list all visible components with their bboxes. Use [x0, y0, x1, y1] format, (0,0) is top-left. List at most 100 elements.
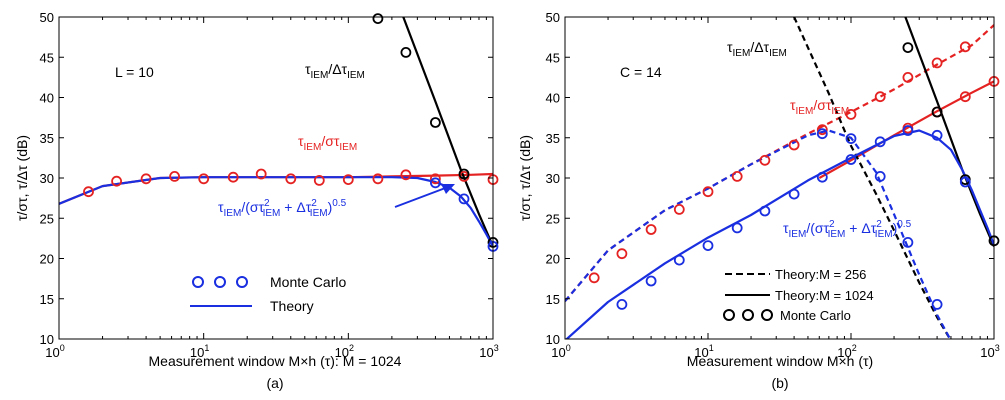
data-point — [645, 275, 657, 287]
legend-marker — [761, 309, 773, 321]
data-point — [874, 91, 886, 103]
x-tick-label: 100 — [45, 343, 64, 360]
data-point — [429, 177, 441, 189]
legend-label: Theory:M = 256 — [775, 267, 866, 282]
y-tick-label: 25 — [40, 211, 54, 226]
y-tick-label: 35 — [40, 131, 54, 146]
data-point — [342, 174, 354, 186]
data-point — [845, 133, 857, 145]
data-point — [111, 175, 122, 187]
series-label-red: τIEM/στIEM — [790, 97, 849, 117]
y-tick-label: 20 — [546, 252, 560, 267]
data-point — [673, 254, 685, 266]
data-point — [731, 170, 743, 182]
data-point — [458, 193, 470, 205]
data-point — [902, 72, 914, 83]
series-line — [59, 176, 493, 247]
series-label-blue: τIEM/(στ2 IEM + Δτ2 IEM)0.5 — [218, 198, 347, 219]
data-point — [816, 128, 828, 140]
data-point — [902, 236, 914, 248]
data-point — [83, 186, 94, 198]
data-point — [702, 186, 714, 198]
data-point — [285, 173, 297, 185]
data-point — [931, 298, 943, 310]
data-point — [673, 203, 685, 215]
arrow-head — [441, 184, 455, 194]
data-point — [931, 129, 943, 141]
y-tick-label: 25 — [546, 211, 560, 226]
legend-marker — [236, 276, 248, 288]
data-point — [902, 125, 914, 136]
series-line — [59, 172, 493, 205]
y-axis-label: τ/στ, τ/Δτ (dB) — [14, 135, 30, 221]
y-tick-label: 10 — [40, 332, 54, 347]
data-point — [845, 109, 857, 120]
data-point — [702, 240, 714, 252]
data-point — [400, 169, 412, 181]
series-label-black: τIEM/ΔτIEM — [727, 39, 787, 59]
annotation-arrow — [394, 186, 449, 208]
data-point — [816, 124, 828, 136]
y-tick-label: 50 — [546, 10, 560, 25]
data-point — [788, 139, 800, 151]
data-point — [616, 248, 628, 260]
y-tick-label: 40 — [40, 91, 54, 106]
legend-marker — [723, 309, 735, 321]
panel-label: (a) — [266, 375, 283, 391]
y-tick-label: 50 — [40, 10, 54, 25]
panel-label: (b) — [771, 375, 788, 391]
y-axis-label: τ/στ, τ/Δτ (dB) — [517, 135, 533, 221]
y-tick-label: 30 — [546, 171, 560, 186]
data-point — [140, 173, 152, 185]
data-point — [788, 188, 800, 200]
x-tick-label: 103 — [479, 343, 498, 360]
y-tick-label: 15 — [40, 292, 54, 307]
data-point — [959, 176, 971, 188]
y-tick-label: 45 — [546, 50, 560, 65]
series-label-black: τIEM/ΔτIEM — [305, 61, 365, 81]
data-point — [255, 168, 267, 180]
y-tick-label: 30 — [40, 171, 54, 186]
annotation-text: L = 10 — [115, 64, 154, 80]
data-point — [372, 173, 384, 185]
series-label-red: τIEM/στIEM — [298, 133, 357, 153]
data-point — [931, 106, 943, 118]
data-point — [845, 154, 857, 165]
data-point — [759, 205, 771, 217]
data-point — [731, 222, 743, 234]
x-tick-label: 103 — [980, 343, 999, 360]
data-point — [198, 173, 210, 185]
legend-label: Theory:M = 1024 — [775, 288, 874, 303]
y-tick-label: 10 — [546, 332, 560, 347]
data-point — [616, 298, 628, 310]
series-line — [818, 80, 994, 179]
data-point — [227, 171, 239, 183]
data-point — [959, 41, 971, 53]
series-label-blue: τIEM/(στ2 IEM + Δτ2 IEM)0.5 — [783, 219, 912, 240]
data-point — [313, 174, 325, 186]
data-point — [816, 171, 828, 183]
y-tick-label: 15 — [546, 292, 560, 307]
x-axis-label: Measurement window M×h (τ): M = 1024 — [149, 353, 402, 369]
series-line — [793, 17, 952, 339]
legend-marker — [192, 276, 204, 288]
y-tick-label: 20 — [40, 252, 54, 267]
data-point — [902, 42, 914, 53]
legend-label: Monte Carlo — [780, 308, 851, 323]
y-tick-label: 45 — [40, 50, 54, 65]
data-point — [645, 224, 657, 235]
x-axis-label: Measurement window M×h (τ) — [687, 353, 873, 369]
data-point — [959, 91, 971, 103]
legend: Theory:M = 256 Theory:M = 1024 Monte Car… — [723, 267, 874, 323]
data-point — [931, 57, 943, 69]
data-point — [429, 173, 441, 185]
y-tick-label: 40 — [546, 91, 560, 106]
x-tick-label: 100 — [551, 343, 570, 360]
data-point — [429, 117, 441, 128]
y-tick-label: 35 — [546, 131, 560, 146]
legend-label: Theory — [270, 298, 314, 314]
data-point — [759, 154, 771, 166]
